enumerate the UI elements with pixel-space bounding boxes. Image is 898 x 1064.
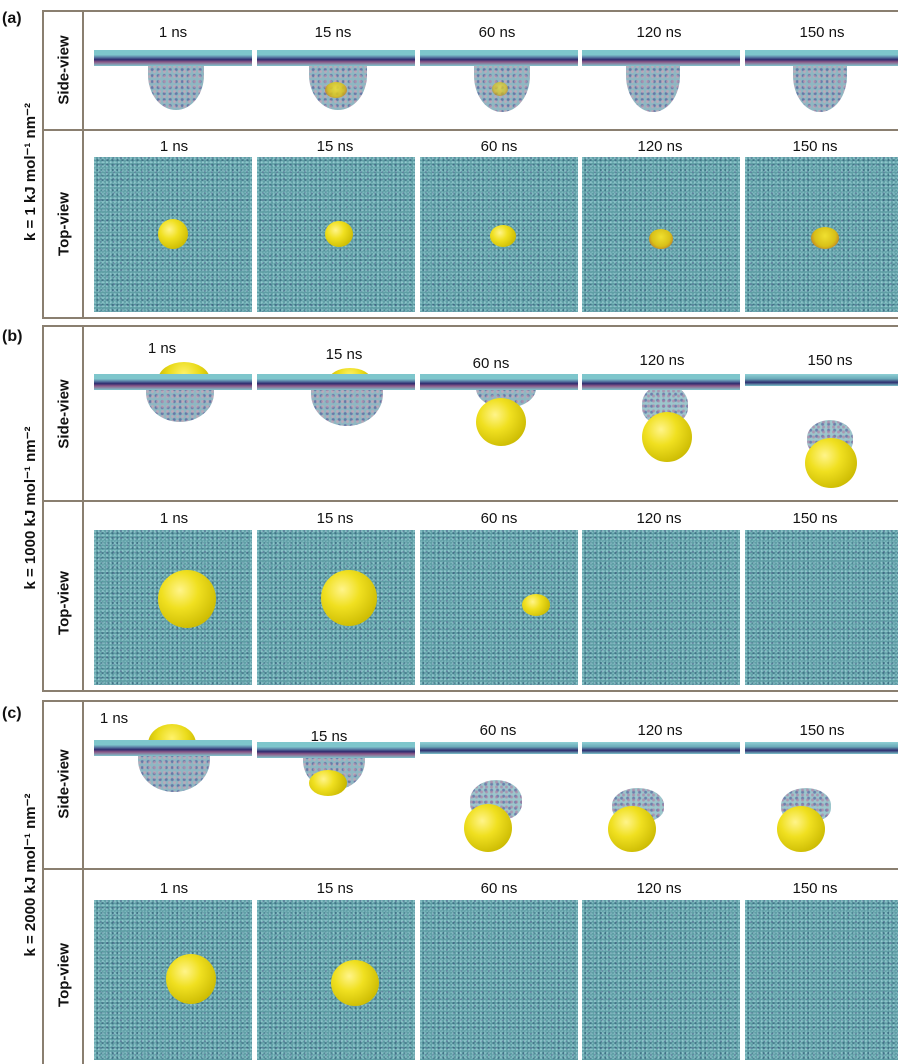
panel-a-top-snapshot-3 <box>420 157 578 312</box>
panel-a-k-label: k = 1 kJ mol⁻¹ nm⁻² <box>22 103 39 241</box>
panel-c-top-time-2: 15 ns <box>316 880 354 897</box>
panel-c-top-snapshot-2 <box>257 900 415 1060</box>
panel-a-side-snapshot-4 <box>582 46 740 116</box>
panel-c-side-time-1: 1 ns <box>99 710 129 727</box>
panel-c-top-time-3: 60 ns <box>480 880 518 897</box>
panel-c-letter: (c) <box>2 705 22 722</box>
panel-b-side-snapshot-3 <box>420 372 578 452</box>
panel-c-top-view-label: Top-view <box>55 943 73 1007</box>
panel-a-bottom-border <box>42 317 898 319</box>
panel-b-top-time-1: 1 ns <box>159 510 189 527</box>
panel-c-top-snapshot-3 <box>420 900 578 1060</box>
panel-a-letter: (a) <box>2 10 22 27</box>
panel-b-side-snapshot-4 <box>582 372 740 467</box>
panel-b-top-view-label: Top-view <box>55 571 73 635</box>
panel-b-top-time-4: 120 ns <box>636 510 682 527</box>
panel-a-top-time-5: 150 ns <box>792 138 838 155</box>
panel-a-side-time-2: 15 ns <box>314 24 352 41</box>
panel-c-left-border <box>42 700 44 1064</box>
panel-a-top-snapshot-5 <box>745 157 898 312</box>
panel-c-side-snapshot-3 <box>420 740 578 855</box>
panel-c-side-snapshot-1 <box>94 722 252 802</box>
panel-a-top-time-4: 120 ns <box>637 138 683 155</box>
panel-b-top-border <box>42 325 898 327</box>
panel-a-top-snapshot-2 <box>257 157 415 312</box>
panel-a-side-time-3: 60 ns <box>478 24 516 41</box>
panel-a-top-snapshot-4 <box>582 157 740 312</box>
panel-b-side-snapshot-2 <box>257 362 415 442</box>
panel-b-side-view-label: Side-view <box>55 379 73 449</box>
panel-a-top-view-label: Top-view <box>55 192 73 256</box>
panel-a-top-border <box>42 10 898 12</box>
panel-a-side-time-4: 120 ns <box>636 24 682 41</box>
panel-a-top-time-1: 1 ns <box>159 138 189 155</box>
panel-c-side-snapshot-5 <box>745 740 898 855</box>
panel-c-side-snapshot-2 <box>257 740 415 810</box>
panel-b-top-snapshot-1 <box>94 530 252 685</box>
panel-c-top-snapshot-1 <box>94 900 252 1060</box>
panel-a-side-snapshot-3 <box>420 46 578 116</box>
panel-b-letter: (b) <box>2 328 23 345</box>
panel-a-top-snapshot-1 <box>94 157 252 312</box>
panel-a-top-time-2: 15 ns <box>316 138 354 155</box>
panel-c-label-divider <box>82 700 84 1064</box>
panel-b-side-time-5: 150 ns <box>807 352 853 369</box>
panel-c-side-snapshot-4 <box>582 740 740 855</box>
panel-a-side-snapshot-1 <box>94 46 252 116</box>
panel-b-top-snapshot-3 <box>420 530 578 685</box>
panel-a-row-divider <box>42 129 898 131</box>
panel-a-label-divider <box>82 10 84 318</box>
panel-a-side-time-1: 1 ns <box>158 24 188 41</box>
panel-c-k-label: k = 2000 kJ mol⁻¹ nm⁻² <box>22 793 39 957</box>
panel-c-top-border <box>42 700 898 702</box>
panel-b-left-border <box>42 325 44 691</box>
panel-c-side-time-5: 150 ns <box>799 722 845 739</box>
panel-c-top-time-4: 120 ns <box>636 880 682 897</box>
panel-a-left-border <box>42 10 44 318</box>
panel-b-side-time-1: 1 ns <box>147 340 177 357</box>
panel-c-top-time-5: 150 ns <box>792 880 838 897</box>
panel-b-top-time-3: 60 ns <box>480 510 518 527</box>
panel-a-side-snapshot-5 <box>745 46 898 116</box>
panel-b-side-time-4: 120 ns <box>639 352 685 369</box>
panel-b-side-snapshot-1 <box>94 362 252 442</box>
panel-b-top-snapshot-5 <box>745 530 898 685</box>
panel-c-top-time-1: 1 ns <box>159 880 189 897</box>
panel-b-top-snapshot-2 <box>257 530 415 685</box>
panel-b-bottom-border <box>42 690 898 692</box>
panel-a-top-time-3: 60 ns <box>480 138 518 155</box>
panel-c-row-divider <box>42 868 898 870</box>
panel-b-label-divider <box>82 325 84 691</box>
panel-b-row-divider <box>42 500 898 502</box>
panel-c-side-time-2: 15 ns <box>310 728 348 745</box>
panel-b-k-label: k = 1000 kJ mol⁻¹ nm⁻² <box>22 426 39 590</box>
panel-b-top-time-5: 150 ns <box>792 510 838 527</box>
panel-c-side-view-label: Side-view <box>55 749 73 819</box>
panel-c-top-snapshot-5 <box>745 900 898 1060</box>
panel-c-top-snapshot-4 <box>582 900 740 1060</box>
panel-b-side-time-3: 60 ns <box>472 355 510 372</box>
panel-a-side-view-label: Side-view <box>55 35 73 105</box>
panel-a-side-time-5: 150 ns <box>799 24 845 41</box>
panel-b-top-snapshot-4 <box>582 530 740 685</box>
panel-b-side-snapshot-5 <box>745 372 898 492</box>
panel-a-side-snapshot-2 <box>257 46 415 116</box>
panel-b-side-time-2: 15 ns <box>325 346 363 363</box>
panel-c-side-time-3: 60 ns <box>479 722 517 739</box>
panel-c-side-time-4: 120 ns <box>637 722 683 739</box>
panel-b-top-time-2: 15 ns <box>316 510 354 527</box>
